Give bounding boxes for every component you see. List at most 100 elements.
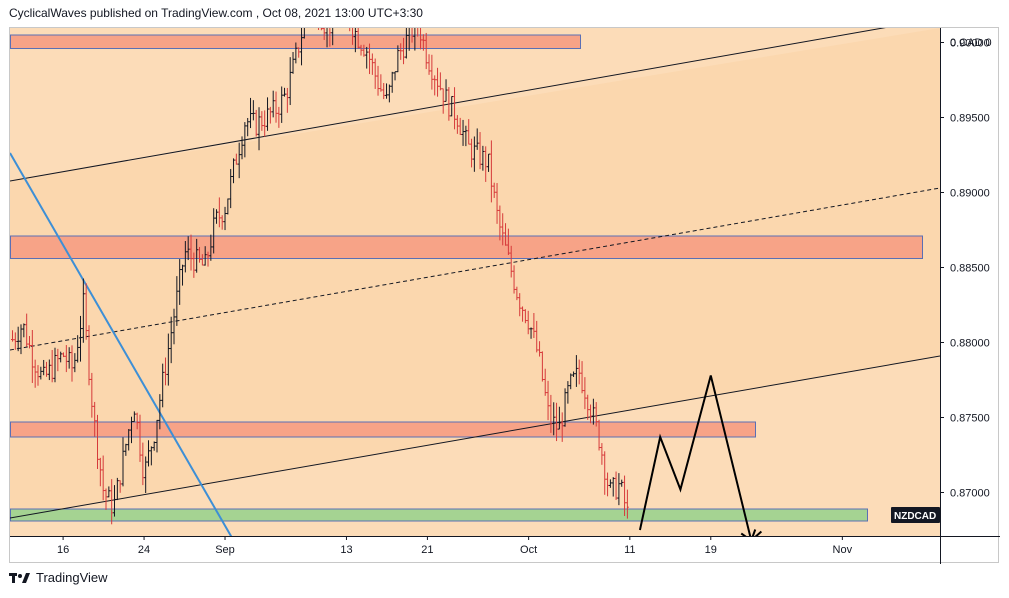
ohlc-bar	[59, 351, 63, 363]
ohlc-bar	[132, 411, 136, 423]
resistance-zone	[10, 421, 756, 438]
ohlc-bar	[101, 455, 105, 501]
ohlc-bar	[569, 373, 573, 390]
ohlc-bar	[192, 252, 196, 278]
ohlc-bar	[42, 359, 46, 376]
ohlc-bar	[257, 107, 261, 151]
ohlc-bar	[155, 419, 159, 453]
time-tick-label: Nov	[833, 544, 853, 556]
ohlc-bar	[467, 119, 471, 145]
ohlc-bar	[563, 388, 567, 427]
ohlc-bar	[56, 348, 60, 372]
symbol-badge-label: NZDCAD	[894, 511, 936, 522]
ohlc-bar	[84, 283, 88, 340]
ohlc-bar	[45, 361, 49, 377]
blue-trendline	[10, 152, 233, 536]
ohlc-bar	[450, 96, 454, 117]
ohlc-bar	[625, 489, 629, 519]
ohlc-bar	[475, 128, 479, 150]
ohlc-bar	[25, 313, 29, 347]
ohlc-bar	[552, 402, 556, 436]
ohlc-bar	[33, 359, 37, 388]
chart-frame[interactable]: 0 CAD 0 0.90000 0.89500 0.89000 0.88500 0.880…	[9, 27, 1000, 564]
ohlc-bar	[373, 58, 377, 89]
ohlc-bar	[543, 368, 547, 396]
channel-midline	[10, 187, 940, 351]
ohlc-bar	[149, 446, 153, 466]
ohlc-bar	[166, 333, 170, 386]
ohlc-bar	[526, 310, 530, 335]
tradingview-brand[interactable]: TradingView	[36, 570, 108, 585]
price-tick-label: 0.88500	[950, 263, 990, 275]
ohlc-bar	[390, 71, 394, 93]
ohlc-bar	[294, 42, 298, 64]
tradingview-logo-icon[interactable]	[9, 572, 31, 584]
ohlc-bar	[152, 441, 156, 451]
price-tick-label: 0.87500	[950, 413, 990, 425]
ohlc-bar	[441, 88, 445, 114]
ohlc-bar	[589, 404, 593, 424]
price-tick-label: 0.89000	[950, 188, 990, 200]
price-tick-label: 0.89500	[950, 113, 990, 125]
ohlc-bar	[436, 67, 440, 97]
ohlc-bar	[606, 472, 610, 497]
price-chart[interactable]: 0 CAD 00.90000 0.89500 0.89000 0.88500 0.880…	[10, 28, 1000, 564]
ohlc-bar	[181, 264, 185, 286]
ohlc-bar	[178, 259, 182, 305]
ohlc-bar	[331, 28, 334, 46]
ohlc-bar	[158, 394, 162, 430]
ohlc-bar	[359, 44, 363, 56]
ohlc-bar	[399, 43, 403, 60]
ohlc-bar	[64, 345, 68, 373]
ohlc-bar	[501, 213, 505, 246]
ohlc-bar	[90, 372, 94, 418]
ohlc-bar	[11, 330, 14, 342]
ohlc-bar	[600, 443, 604, 465]
ohlc-bar	[81, 278, 85, 343]
ohlc-bar	[424, 32, 428, 70]
ohlc-bar	[472, 136, 476, 172]
ohlc-bar	[223, 206, 227, 231]
ohlc-bar	[16, 326, 20, 352]
ohlc-bar	[291, 51, 295, 74]
ohlc-bar	[540, 351, 544, 382]
ohlc-bar	[379, 74, 383, 92]
ohlc-bar	[209, 234, 213, 261]
ohlc-bar	[523, 309, 527, 324]
ohlc-bar	[489, 140, 493, 203]
ohlc-bar	[572, 371, 576, 378]
time-tick-label: 19	[705, 544, 717, 556]
publish-timestamp: Oct 08, 2021 13:00 UTC+3:30	[262, 6, 423, 20]
ohlc-bar	[19, 324, 23, 355]
ohlc-bar	[76, 335, 80, 363]
ohlc-bar	[577, 359, 581, 385]
ohlc-bar	[370, 53, 374, 75]
ohlc-bar	[22, 323, 26, 338]
ohlc-bar	[413, 28, 416, 51]
ohlc-bar	[555, 402, 559, 442]
ohlc-bar	[329, 28, 332, 47]
time-tick-label: Oct	[520, 544, 537, 556]
price-axis-label: 0 CAD 0	[950, 37, 992, 49]
ohlc-bar	[212, 208, 216, 254]
ohlc-bar	[169, 316, 173, 364]
ohlc-bar	[430, 54, 434, 90]
footer: TradingView	[9, 570, 108, 585]
ohlc-bar	[420, 28, 423, 50]
publisher-name[interactable]: CyclicalWaves	[9, 6, 87, 20]
platform-name[interactable]: TradingView.com	[161, 6, 253, 20]
ohlc-bar	[104, 488, 108, 510]
ohlc-bar	[121, 437, 125, 487]
ohlc-bar	[362, 44, 366, 57]
ohlc-bar	[164, 357, 168, 386]
ohlc-bar	[13, 332, 17, 350]
ohlc-bar	[566, 381, 570, 404]
time-tick-label: 16	[57, 544, 69, 556]
ohlc-bar	[535, 320, 539, 353]
channel-lower-line	[10, 355, 940, 519]
ohlc-bar	[271, 90, 275, 118]
ohlc-bar	[232, 158, 236, 184]
ohlc-bar	[574, 355, 578, 387]
ohlc-bar	[492, 182, 496, 198]
ohlc-bar	[608, 479, 612, 488]
